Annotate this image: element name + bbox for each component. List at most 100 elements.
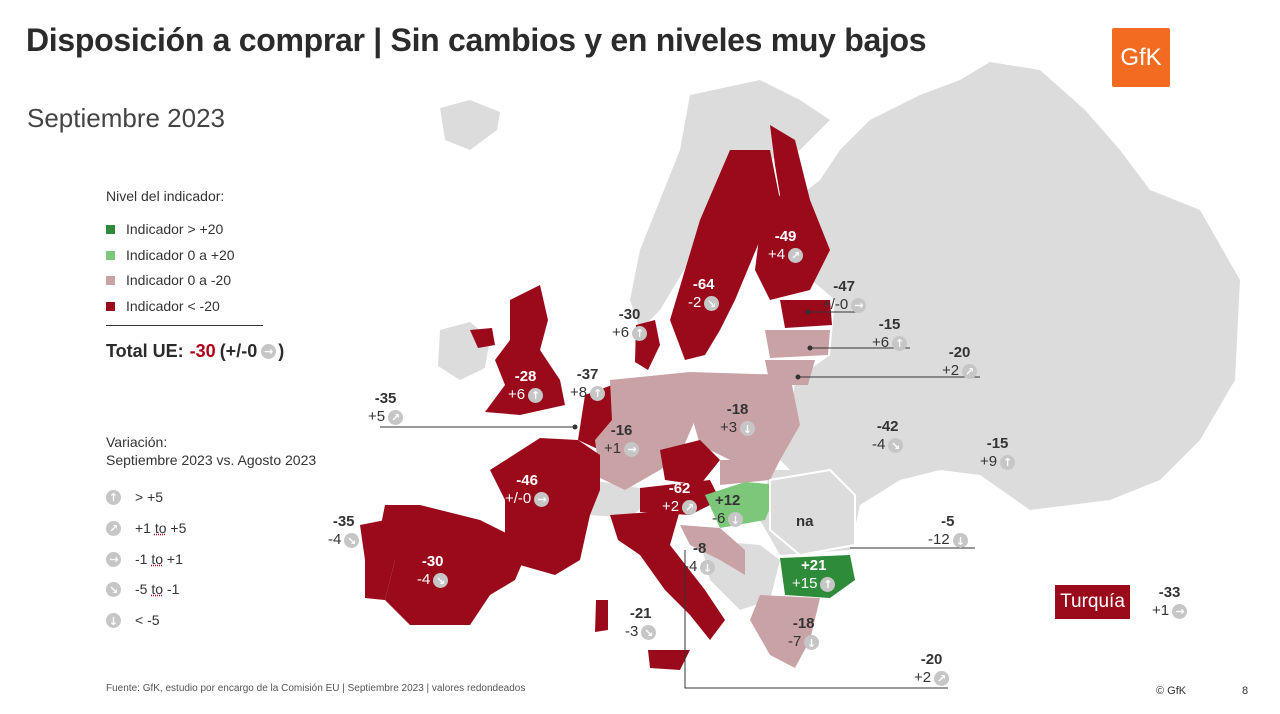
label-finland: -49 +4 ↑ [768,228,807,266]
label-croatia: -8 -4 ↑ [684,540,716,576]
arrow-up-right-icon: ↑ [102,517,125,539]
arrow-right-icon: ↑ [534,491,550,507]
label-sweden: -64 -2 ↑ [688,276,723,314]
label-ireland: -35 +5 ↑ [368,390,407,428]
country-value: -18 [726,401,749,418]
variation-label: > +5 [135,489,164,505]
page-subtitle: Septiembre 2023 [27,103,226,133]
country-value: -49 [774,228,797,245]
country-change: +6 ↑ [508,386,544,404]
country-shape-poland [690,372,800,460]
country-value: -8 [693,540,707,557]
country-change: -4 ↑ [872,434,907,456]
label-cyprus: -20 +2 ↑ [914,651,953,689]
country-shape-ireland [470,328,495,348]
country-value: -42 [876,418,899,435]
label-germany: -16 +1 ↑ [604,422,640,458]
country-change: +4 ↑ [768,244,807,266]
country-change: +2 ↑ [914,667,953,689]
country-shape-spain [380,505,530,625]
country-change: +/-0 ↑ [505,490,550,507]
eu-total-label: Total UE: [106,341,184,361]
source-footnote: Fuente: GfK, estudio por encargo de la C… [106,683,526,694]
variation-label: +1 to +5 [135,520,187,536]
country-shape-czechia [660,440,720,485]
country-value: -20 [920,651,943,668]
arrow-down-icon: ↑ [106,612,121,628]
label-latvia: -15 +6 ↑ [872,316,908,352]
country-change: -2 ↑ [688,292,723,314]
legend-item-dark-red: Indicador < -20 [106,298,220,314]
country-change: +/-0 ↑ [822,296,867,313]
leader-lines [380,311,980,689]
arrow-up-icon: ↑ [590,385,606,401]
legend-label: Indicador 0 a +20 [126,247,235,263]
country-shape-sicily [648,650,690,670]
country-change: +2 ↑ [662,496,701,518]
country-change: -6 ↑ [712,510,744,528]
country-value: -15 [986,435,1009,452]
label-estonia: -47 +/-0 ↑ [822,278,867,314]
arrow-down-right-icon: ↑ [341,529,363,551]
country-change: -3 ↑ [625,621,660,643]
legend-label: Indicador 0 a -20 [126,272,232,288]
country-shape-romania [769,468,856,557]
country-shape-finland [755,125,830,300]
country-change: -12 ↑ [928,531,968,549]
variation-item-right: ↑ -1 to +1 [106,551,183,567]
label-greece: -18 -7 ↑ [788,615,820,651]
country-change: +1 ↑ [1152,602,1188,619]
country-value: -46 [516,472,538,489]
variation-label: -5 to -1 [135,581,180,597]
label-uk: -28 +6 ↑ [508,368,544,404]
legend-divider [106,325,263,326]
country-change: +8 ↑ [570,384,606,402]
country-shape-bulgaria [780,555,855,598]
country-value: -21 [629,605,652,622]
country-value: -35 [332,513,355,530]
country-shape-italy [610,510,725,640]
arrow-right-icon: ↑ [106,551,121,567]
country-value: -5 [941,513,955,530]
variation-title: Variación: Septiembre 2023 vs. Agosto 20… [106,433,316,469]
country-value: +12 [714,492,741,509]
arrow-right-icon: ↑ [851,297,867,313]
copyright: © GfK [1156,685,1187,697]
label-spain: -30 -4 ↑ [417,553,452,591]
arrow-up-icon: ↑ [892,335,908,351]
label-france: -46 +/-0 ↑ [505,472,550,508]
country-value: -18 [792,615,815,632]
label-slovakia: -42 -4 ↑ [872,418,907,456]
label-czechia: -15 +9 ↑ [980,435,1016,471]
turkey-box: Turquía [1055,585,1130,619]
country-shape-uk [485,285,565,415]
variation-item-up: ↑ > +5 [106,489,163,505]
country-change: -4 ↑ [328,529,363,551]
eu-total: Total UE: -30 (+/-0 → ) [106,341,284,362]
variation-label: < -5 [135,612,160,628]
country-shape-portugal [360,520,395,600]
arrow-up-right-icon: ↑ [679,496,701,518]
arrow-down-right-icon: ↑ [701,292,723,314]
legend-title: Nivel del indicador: [106,188,225,204]
country-shape-sardinia [595,600,608,632]
eu-total-close: ) [278,341,285,361]
arrow-down-right-icon: ↑ [638,621,660,643]
variation-heading: Variación: [106,434,168,450]
label-bulgaria: +21 +15 ↑ [792,557,836,593]
country-shape-greece [750,595,820,668]
label-slovenia: -5 -12 ↑ [928,513,968,549]
country-shape-estonia [780,300,832,328]
label-turkey: -33 +1 ↑ [1152,584,1188,620]
swatch-green [106,224,115,234]
legend-label: Indicador < -20 [126,298,220,314]
country-change: -4 ↑ [684,558,716,576]
page-title: Disposición a comprar | Sin cambios y en… [26,22,927,58]
arrow-right-icon: → [261,344,277,359]
arrow-up-right-icon: ↑ [785,244,807,266]
country-value: +21 [801,557,827,574]
arrow-right-icon: ↑ [1172,603,1188,619]
country-value: -37 [576,366,599,383]
country-shape-hungary [705,482,780,528]
